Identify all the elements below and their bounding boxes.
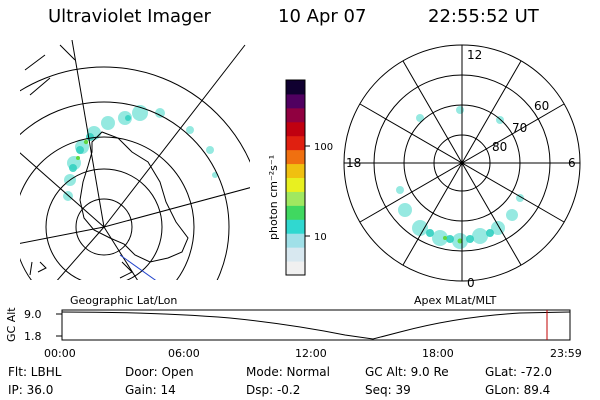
status-dsp: Dsp: -0.2 [246, 383, 300, 397]
timeline-ytick-9: 9.0 [24, 308, 42, 321]
colorbar-segment [286, 219, 305, 234]
colorbar-segment [286, 149, 305, 165]
lat-circles [20, 66, 250, 280]
geographic-map [20, 40, 250, 280]
colorbar-segment [286, 107, 305, 123]
status-panel: Flt: LBHL IP: 36.0 Door: Open Gain: 14 M… [8, 365, 552, 397]
colorbar-segment [286, 233, 305, 248]
status-seq: Seq: 39 [365, 383, 411, 397]
colorbar-segment [286, 247, 305, 262]
status-filter: Flt: LBHL [8, 365, 62, 379]
status-ip: IP: 36.0 [8, 383, 53, 397]
colorbar-segment [286, 205, 305, 220]
timeline-xtick-1200: 12:00 [295, 347, 327, 360]
timeline-xtick-0600: 06:00 [168, 347, 200, 360]
colorbar-segment [286, 80, 305, 95]
right-map-caption: Apex MLat/MLT [414, 294, 497, 307]
timeline-xtick-2359: 23:59 [550, 347, 582, 360]
colorbar-segment [286, 177, 305, 192]
colorbar-tick-100: 100 [314, 142, 333, 153]
colorbar-segment [286, 121, 305, 137]
colorbar-segment [286, 93, 305, 109]
status-mode: Mode: Normal [246, 365, 330, 379]
status-glat: GLat: -72.0 [485, 365, 552, 379]
altitude-timeline: 9.0 1.8 GC Alt 00:00 06:00 12:00 18:00 2… [5, 307, 582, 360]
mlat-label-70: 70 [512, 121, 527, 135]
colorbar [285, 79, 306, 276]
status-gc-alt: GC Alt: 9.0 Re [365, 365, 449, 379]
status-gain: Gain: 14 [125, 383, 176, 397]
timeline-xtick-1800: 18:00 [422, 347, 454, 360]
colorbar-tick-10: 10 [314, 232, 327, 243]
instrument-title: Ultraviolet Imager [48, 6, 211, 27]
colorbar-segment [286, 191, 305, 206]
timeline-ylabel: GC Alt [5, 307, 18, 342]
mlt-label-12: 12 [467, 48, 482, 62]
auroral-emission-left [63, 105, 218, 201]
observation-date: 10 Apr 07 [278, 6, 367, 27]
mlt-label-18: 18 [346, 156, 361, 170]
mlt-label-6: 6 [568, 156, 576, 170]
mlat-label-60: 60 [534, 99, 549, 113]
colorbar-label: photon cm⁻²s⁻¹ [267, 155, 280, 240]
auroral-emission-right [396, 106, 524, 249]
lon-lines [20, 40, 250, 280]
status-door: Door: Open [125, 365, 194, 379]
mlat-label-80: 80 [492, 140, 507, 154]
timeline-ytick-1-8: 1.8 [24, 330, 42, 343]
colorbar-segment [286, 163, 305, 178]
magnetic-polar-plot: 12 18 6 0 60 70 80 [343, 44, 581, 290]
timeline-xtick-0000: 00:00 [44, 347, 76, 360]
mlt-label-0: 0 [467, 276, 475, 290]
colorbar-segment [286, 135, 305, 151]
antarctica-coastline [79, 131, 189, 279]
observation-time: 22:55:52 UT [428, 6, 539, 27]
status-glon: GLon: 89.4 [485, 383, 550, 397]
colorbar-segment [286, 261, 305, 276]
left-map-caption: Geographic Lat/Lon [70, 294, 177, 307]
